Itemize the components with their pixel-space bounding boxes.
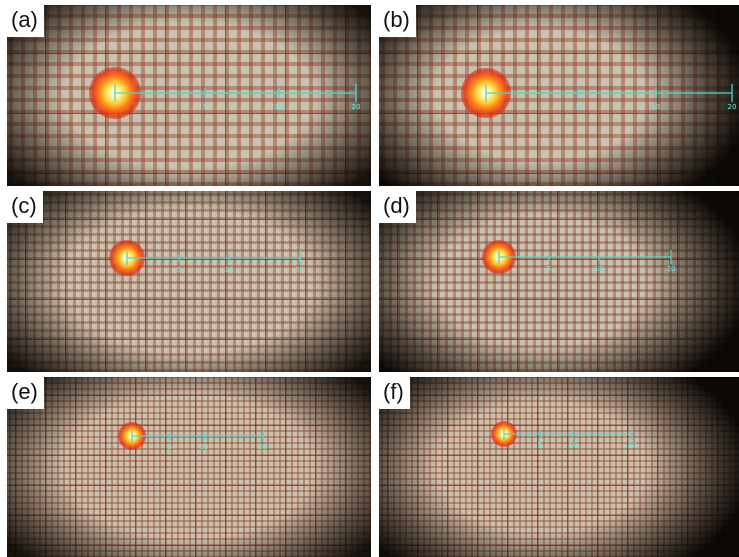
- panel-d: 5 10 20 (d): [379, 191, 739, 372]
- scale-bar: 5 10 20: [498, 250, 676, 273]
- panel-label: (f): [379, 377, 410, 409]
- tick-label-20: 20: [296, 266, 305, 274]
- scale-bar: 5 10 20: [126, 251, 305, 274]
- lens-vignette: [7, 377, 371, 557]
- panel-label: (a): [7, 5, 44, 37]
- tick-label-20: 20: [352, 103, 361, 111]
- tick-label-5: 5: [177, 266, 181, 274]
- tick-label-5: 5: [576, 103, 580, 111]
- tick-label-5: 5: [168, 443, 172, 451]
- tick-label-10: 10: [200, 443, 209, 451]
- panel-a: 5 10 20 (a): [7, 5, 371, 186]
- panel-b: 5 10 20 (b): [379, 5, 739, 186]
- panel-label: (e): [7, 377, 44, 409]
- panel-c: 5 10 20 (c): [7, 191, 371, 372]
- tick-label-20: 20: [728, 103, 737, 111]
- lens-vignette: [379, 377, 739, 557]
- panel-label: (c): [7, 191, 43, 223]
- scale-bar: 5 10 20: [131, 430, 268, 451]
- tick-label-20: 20: [667, 265, 676, 273]
- tick-label-10: 10: [275, 103, 284, 111]
- panel-label: (d): [379, 191, 416, 223]
- tick-label-10: 10: [652, 103, 661, 111]
- tick-label-20: 20: [259, 443, 268, 451]
- scale-bar: 5 10 20: [503, 428, 637, 449]
- tick-label-10: 10: [595, 265, 604, 273]
- scale-bar: 5 10 20: [485, 84, 737, 111]
- tick-label-5: 5: [538, 441, 542, 449]
- panel-label: (b): [379, 5, 416, 37]
- lens-vignette: [7, 191, 371, 372]
- tick-label-5: 5: [547, 265, 551, 273]
- lens-vignette: [7, 5, 371, 186]
- tick-label-10: 10: [225, 266, 234, 274]
- tick-label-20: 20: [628, 441, 637, 449]
- tick-label-10: 10: [569, 441, 578, 449]
- panel-e: 5 10 20 (e): [7, 377, 371, 557]
- lens-vignette: [379, 5, 739, 186]
- scale-bar: 5 10 20: [114, 84, 361, 111]
- panel-f: 5 10 20 (f): [379, 377, 739, 557]
- lens-vignette: [379, 191, 739, 372]
- tick-label-5: 5: [203, 103, 207, 111]
